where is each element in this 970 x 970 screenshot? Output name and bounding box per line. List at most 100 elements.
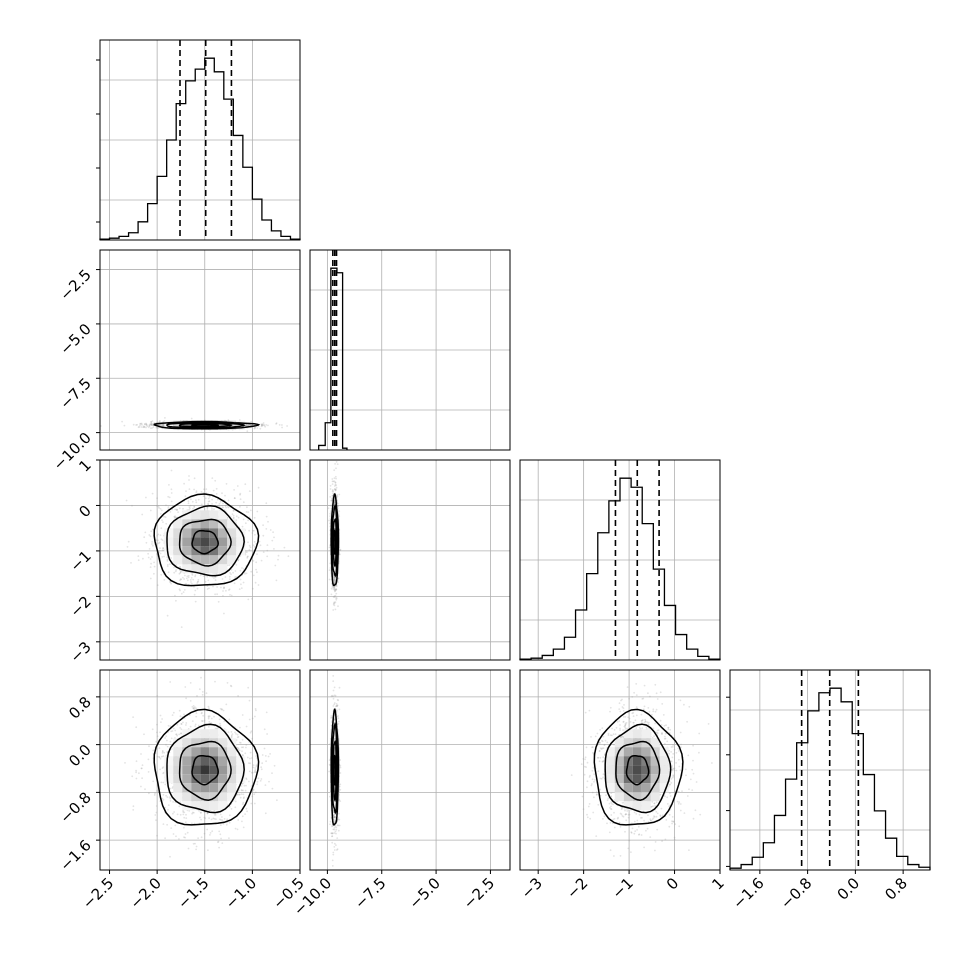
scatter-point [333, 577, 336, 580]
scatter-point [216, 498, 219, 501]
scatter-point [230, 594, 233, 597]
scatter-point [247, 424, 250, 426]
scatter-point [333, 842, 336, 845]
scatter-point [161, 519, 163, 522]
scatter-point [180, 626, 183, 628]
scatter-point [330, 499, 333, 502]
scatter-point [223, 818, 226, 820]
scatter-point [164, 417, 166, 419]
scatter-point [246, 424, 248, 427]
scatter-point [244, 789, 247, 792]
scatter-point [255, 561, 258, 564]
scatter-point [332, 577, 335, 580]
scatter-point [214, 680, 216, 683]
scatter-point [333, 596, 336, 598]
scatter-point [330, 587, 333, 590]
scatter-point [332, 695, 335, 698]
scatter-point [334, 601, 337, 604]
scatter-point [237, 695, 240, 697]
scatter-point [329, 484, 332, 487]
scatter-point [161, 423, 164, 426]
scatter-point [247, 519, 250, 522]
scatter-point [238, 419, 241, 421]
scatter-point [159, 547, 161, 549]
contour-line [178, 740, 232, 801]
scatter-point [132, 805, 135, 808]
scatter-point [191, 574, 194, 576]
scatter-point [160, 527, 163, 530]
scatter-point [171, 787, 174, 789]
scatter-point [333, 578, 336, 581]
scatter-point [584, 756, 587, 759]
scatter-point [613, 743, 615, 746]
scatter-point [148, 425, 151, 427]
scatter-point [331, 865, 334, 867]
scatter-point [175, 564, 178, 566]
scatter-point [268, 780, 270, 783]
scatter-point [207, 497, 210, 500]
scatter-point [171, 730, 174, 732]
density-block [330, 765, 340, 775]
scatter-point [169, 800, 172, 802]
density-block [209, 729, 219, 739]
joint-panel-1-2 [309, 459, 511, 661]
contour-line [333, 529, 337, 556]
scatter-point [246, 555, 249, 558]
scatter-point [335, 461, 338, 463]
scatter-point [332, 851, 335, 854]
scatter-point [235, 733, 237, 735]
scatter-point [183, 811, 186, 814]
scatter-point [230, 735, 233, 738]
scatter-point [197, 498, 200, 501]
panel-content [125, 469, 290, 628]
scatter-point [264, 425, 267, 428]
scatter-point [254, 427, 257, 429]
scatter-point [661, 703, 664, 705]
scatter-point [242, 801, 245, 804]
scatter-point [668, 784, 671, 786]
scatter-point [621, 801, 624, 804]
scatter-point [195, 501, 198, 504]
scatter-point [672, 746, 674, 748]
scatter-point [149, 535, 152, 538]
density-block [236, 546, 246, 556]
scatter-point [649, 695, 651, 698]
scatter-point [245, 778, 248, 781]
scatter-point [176, 734, 179, 737]
scatter-point [195, 491, 198, 494]
scatter-point [692, 772, 695, 775]
scatter-point [218, 830, 221, 833]
scatter-point [333, 577, 336, 579]
density-block [330, 537, 340, 547]
scatter-point [201, 691, 204, 693]
marginal-panel-2 [519, 459, 721, 661]
scatter-point [333, 589, 336, 592]
scatter-point [146, 425, 149, 428]
scatter-point [189, 682, 192, 684]
scatter-point [141, 513, 144, 516]
scatter-point [175, 599, 177, 602]
scatter-point [610, 795, 613, 798]
scatter-point [156, 790, 158, 792]
scatter-point [138, 426, 141, 428]
scatter-point [228, 837, 230, 839]
scatter-point [124, 762, 126, 764]
scatter-point [205, 488, 208, 490]
scatter-point [180, 722, 183, 725]
scatter-point [144, 423, 146, 426]
scatter-point [248, 424, 251, 426]
scatter-point [593, 780, 595, 783]
scatter-point [337, 824, 340, 827]
scatter-point [620, 736, 622, 738]
scatter-point [337, 577, 340, 579]
scatter-point [337, 577, 340, 580]
density-block [173, 756, 183, 766]
scatter-point [334, 489, 337, 492]
scatter-point [590, 736, 592, 738]
scatter-point [335, 826, 338, 829]
scatter-point [183, 816, 186, 819]
scatter-point [185, 724, 187, 726]
scatter-point [250, 730, 253, 733]
scatter-point [654, 841, 657, 843]
scatter-point [190, 577, 193, 579]
